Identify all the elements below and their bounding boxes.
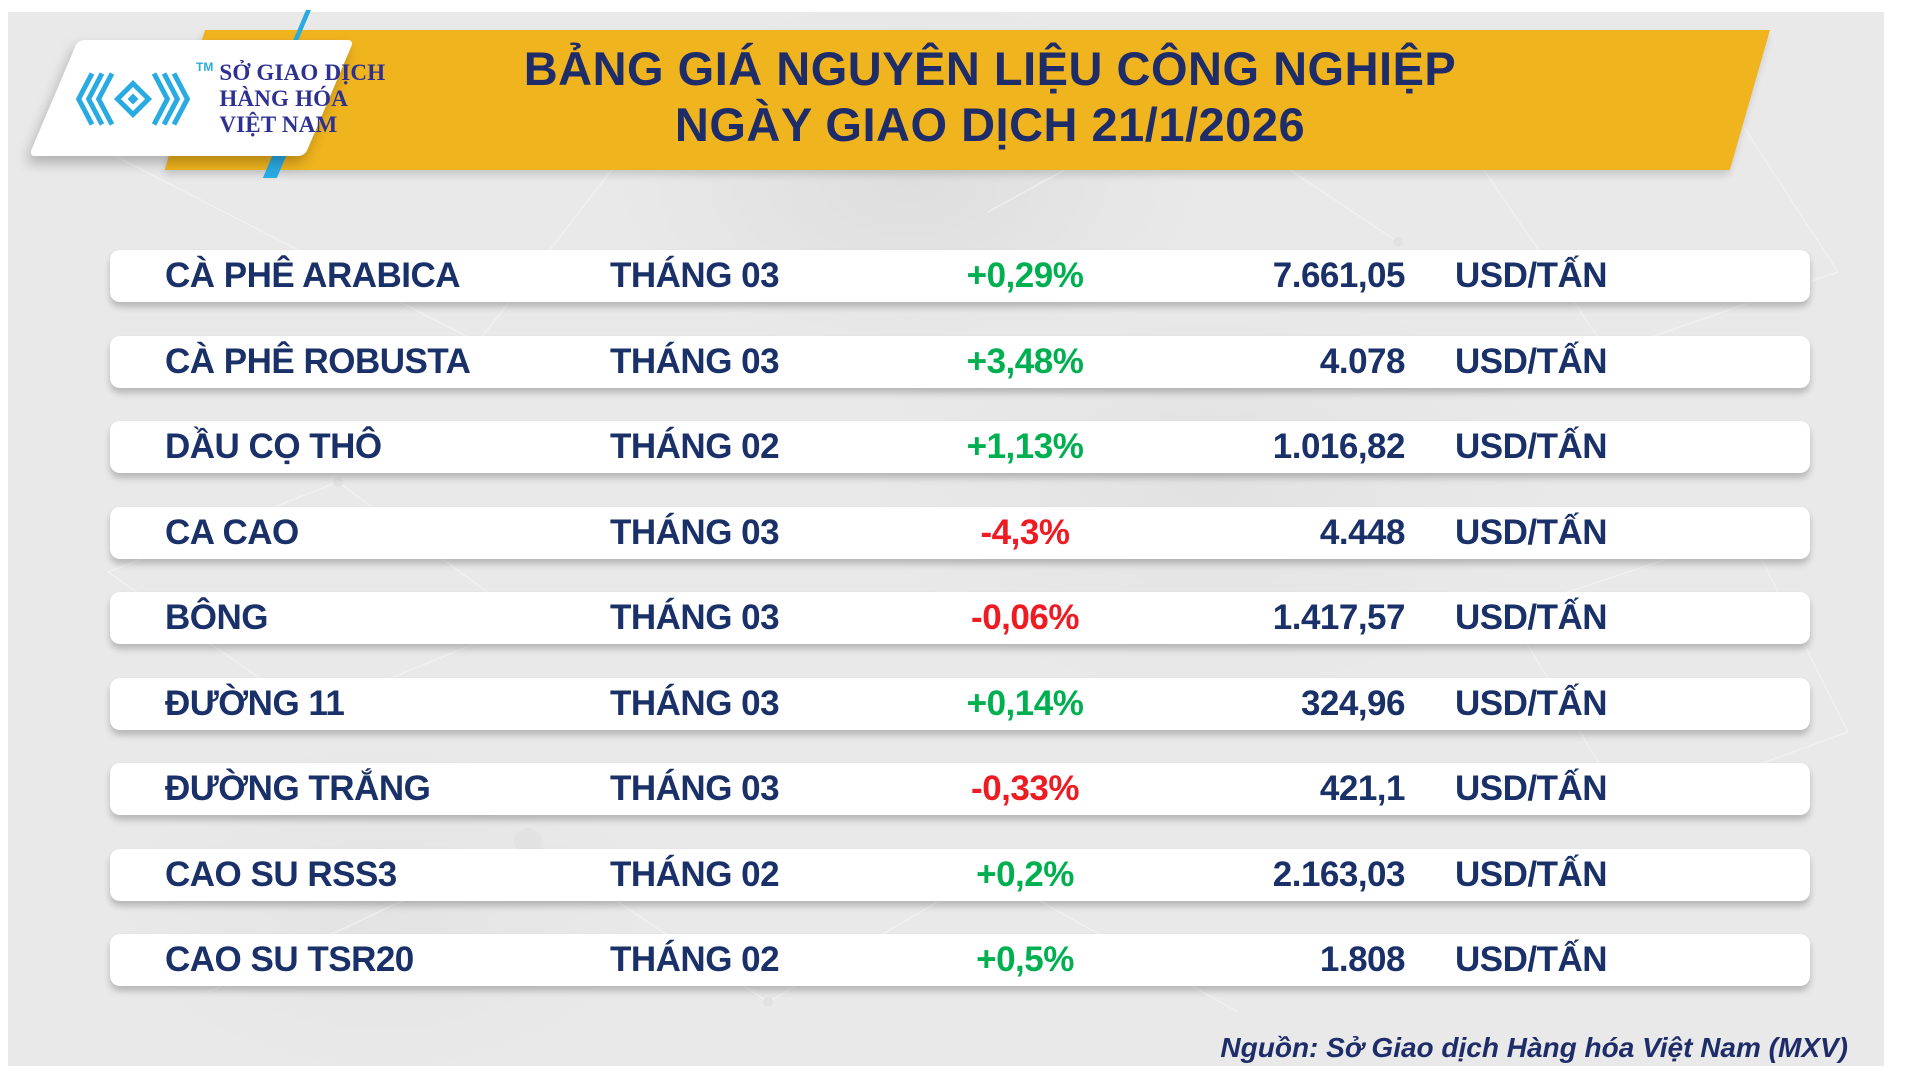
mxv-nested-chevrons-icon: [75, 72, 191, 126]
table-row: ĐƯỜNG 11 THÁNG 03 +0,14% 324,96 USD/TẤN: [110, 677, 1810, 730]
change-percent: -4,3%: [980, 512, 1070, 552]
price-unit: USD/TẤN: [1455, 769, 1608, 808]
table-row: CÀ PHÊ ROBUSTA THÁNG 03 +3,48% 4.078 USD…: [110, 335, 1810, 388]
contract-month: THÁNG 03: [610, 598, 780, 637]
contract-month: THÁNG 03: [610, 683, 780, 723]
exchange-name-line1: SỞ GIAO DỊCH: [219, 60, 386, 86]
price-value: 1.808: [1319, 940, 1406, 979]
contract-month: THÁNG 03: [610, 256, 780, 295]
price-unit: USD/TẤN: [1455, 940, 1608, 979]
price-value: 421,1: [1319, 769, 1406, 808]
commodity-name: CAO SU RSS3: [165, 854, 397, 894]
price-unit: USD/TẤN: [1455, 341, 1608, 381]
commodity-name: CA CAO: [165, 512, 299, 552]
change-percent: +0,2%: [976, 854, 1074, 894]
price-unit: USD/TẤN: [1455, 854, 1608, 894]
price-unit: USD/TẤN: [1455, 598, 1608, 637]
price-value: 2.163,03: [1272, 854, 1406, 894]
contract-month: THÁNG 03: [610, 512, 780, 552]
change-percent: +0,5%: [976, 940, 1074, 979]
page-title-line1: BẢNG GIÁ NGUYÊN LIỆU CÔNG NGHIỆP: [523, 42, 1457, 95]
change-percent: -0,33%: [971, 769, 1079, 808]
change-percent: -0,06%: [971, 598, 1079, 637]
trademark-symbol: TM: [196, 60, 214, 74]
price-value: 4.448: [1319, 512, 1406, 552]
price-value: 324,96: [1300, 683, 1406, 723]
table-row: ĐƯỜNG TRẮNG THÁNG 03 -0,33% 421,1 USD/TẤ…: [110, 763, 1810, 815]
change-percent: +0,14%: [966, 683, 1084, 723]
price-value: 7.661,05: [1272, 256, 1406, 295]
exchange-name: SỞ GIAO DỊCH HÀNG HÓA VIỆT NAM: [219, 60, 385, 138]
page-title-line2: NGÀY GIAO DỊCH 21/1/2026: [674, 98, 1306, 151]
table-row: CÀ PHÊ ARABICA THÁNG 03 +0,29% 7.661,05 …: [110, 250, 1810, 302]
change-percent: +3,48%: [966, 341, 1084, 381]
commodity-name: DẦU CỌ THÔ: [165, 427, 382, 466]
price-value: 1.417,57: [1272, 598, 1406, 637]
table-row: CA CAO THÁNG 03 -4,3% 4.448 USD/TẤN: [110, 506, 1810, 559]
commodity-name: CAO SU TSR20: [165, 940, 414, 979]
commodity-name: ĐƯỜNG 11: [165, 683, 345, 723]
price-unit: USD/TẤN: [1455, 512, 1608, 552]
exchange-name-line2: HÀNG HÓA: [219, 86, 349, 111]
price-unit: USD/TẤN: [1455, 256, 1608, 295]
price-unit: USD/TẤN: [1455, 427, 1608, 466]
source-note: Nguồn: Sở Giao dịch Hàng hóa Việt Nam (M…: [1220, 1032, 1848, 1063]
commodity-name: CÀ PHÊ ROBUSTA: [165, 341, 471, 381]
price-value: 4.078: [1319, 341, 1406, 381]
price-unit: USD/TẤN: [1455, 683, 1608, 723]
mxv-logo: TM SỞ GIAO DỊCH HÀNG HÓA VIỆT NAM: [72, 58, 385, 140]
price-value: 1.016,82: [1272, 427, 1406, 466]
change-percent: +1,13%: [966, 427, 1084, 466]
commodity-name: ĐƯỜNG TRẮNG: [165, 769, 431, 808]
commodity-name: CÀ PHÊ ARABICA: [165, 256, 461, 295]
contract-month: THÁNG 03: [610, 769, 780, 808]
page-title: BẢNG GIÁ NGUYÊN LIỆU CÔNG NGHIỆP NGÀY GI…: [240, 41, 1740, 153]
exchange-name-line3: VIỆT NAM: [219, 111, 338, 137]
contract-month: THÁNG 02: [610, 854, 780, 894]
table-row: DẦU CỌ THÔ THÁNG 02 +1,13% 1.016,82 USD/…: [110, 421, 1810, 473]
contract-month: THÁNG 02: [610, 940, 780, 979]
table-row: CAO SU TSR20 THÁNG 02 +0,5% 1.808 USD/TẤ…: [110, 934, 1810, 986]
table-row: BÔNG THÁNG 03 -0,06% 1.417,57 USD/TẤN: [110, 592, 1810, 644]
contract-month: THÁNG 02: [610, 427, 780, 466]
contract-month: THÁNG 03: [610, 341, 780, 381]
commodity-name: BÔNG: [165, 598, 269, 637]
table-row: CAO SU RSS3 THÁNG 02 +0,2% 2.163,03 USD/…: [110, 848, 1810, 901]
change-percent: +0,29%: [966, 256, 1084, 295]
